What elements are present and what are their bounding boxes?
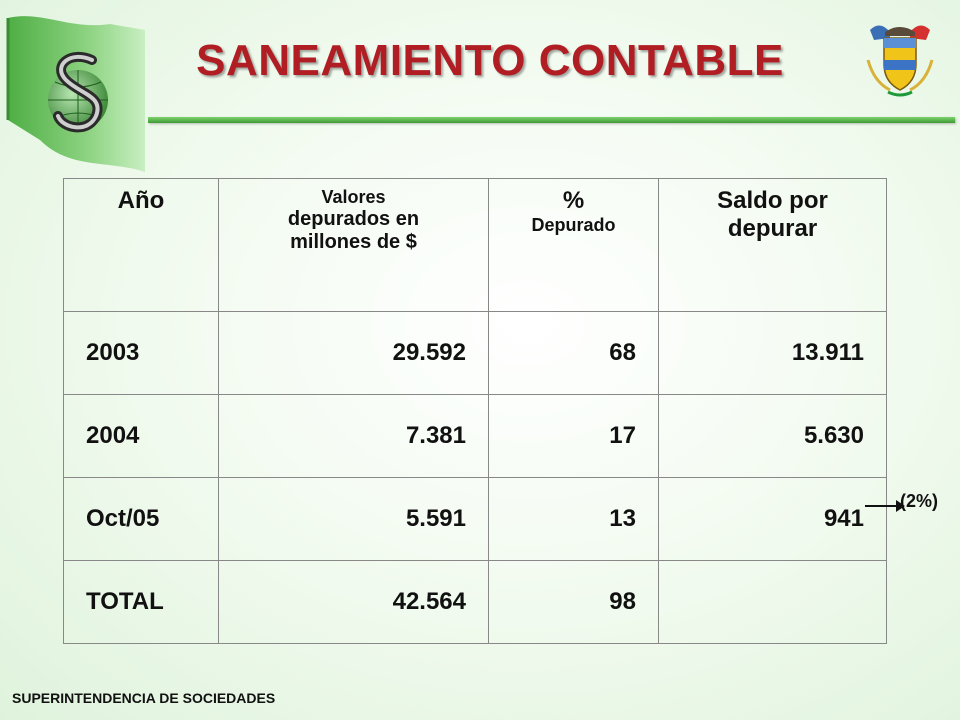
cell-percent: 68 [488, 311, 659, 395]
header-balance: Saldo por depurar [658, 178, 887, 312]
header-year-label: Año [117, 187, 165, 214]
header-values-line3: millones de $ [290, 231, 417, 253]
arrow-right-icon [896, 500, 905, 512]
table-row: 2004 7.381 17 5.630 [63, 394, 887, 478]
cell-balance: 5.630 [658, 394, 887, 478]
title-divider [148, 117, 955, 123]
cell-year: 2004 [63, 394, 219, 478]
table-header-row: Año Valores depurados en millones de $ %… [63, 178, 887, 312]
cell-year: 2003 [63, 311, 219, 395]
header-values: Valores depurados en millones de $ [218, 178, 489, 312]
cell-percent: 98 [488, 560, 659, 644]
table-row: 2003 29.592 68 13.911 [63, 311, 887, 395]
cell-values: 7.381 [218, 394, 489, 478]
cell-percent: 13 [488, 477, 659, 561]
header-percent: % Depurado [488, 178, 659, 312]
cell-balance: 13.911 [658, 311, 887, 395]
annotation-arrow-line [865, 505, 901, 507]
cell-year: Oct/05 [63, 477, 219, 561]
cell-values: 42.564 [218, 560, 489, 644]
saneamiento-table: Año Valores depurados en millones de $ %… [63, 178, 887, 644]
balance-percent-annotation: (2%) [900, 491, 939, 511]
cell-values: 5.591 [218, 477, 489, 561]
cell-year: TOTAL [63, 560, 219, 644]
header-balance-line2: depurar [727, 215, 818, 242]
page-title: SANEAMIENTO CONTABLE [196, 36, 784, 85]
header-percent-symbol: % [562, 187, 585, 214]
header-values-line1: Valores [321, 187, 386, 207]
header-balance-line1: Saldo por [717, 187, 828, 214]
cell-balance [658, 560, 887, 644]
coat-of-arms-icon [866, 25, 934, 97]
table-row: TOTAL 42.564 98 [63, 560, 887, 644]
cell-percent: 17 [488, 394, 659, 478]
superintendencia-logo-icon [6, 16, 145, 173]
table-row: Oct/05 5.591 13 941 [63, 477, 887, 561]
cell-balance: 941 [658, 477, 887, 561]
cell-values: 29.592 [218, 311, 489, 395]
header-year: Año [63, 178, 219, 312]
header-values-line2: depurados en [287, 208, 420, 230]
footer-organization: SUPERINTENDENCIA DE SOCIEDADES [12, 690, 276, 706]
header-percent-label: Depurado [531, 215, 616, 235]
